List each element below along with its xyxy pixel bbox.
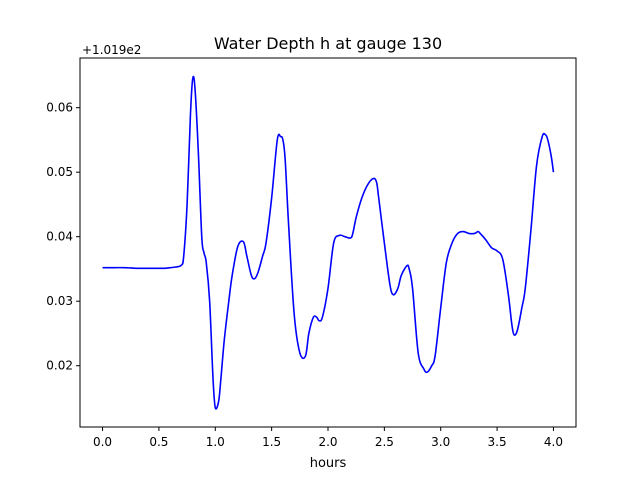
x-tick-label: 1.0	[206, 435, 225, 449]
y-tick-label: 0.03	[46, 294, 73, 308]
x-tick-label: 1.5	[262, 435, 281, 449]
x-tick-label: 0.0	[93, 435, 112, 449]
y-tick-label: 0.04	[46, 230, 73, 244]
x-tick-label: 0.5	[149, 435, 168, 449]
x-axis-ticks: 0.0 0.5 1.0 1.5 2.0 2.5 3.0 3.5 4.0	[93, 427, 563, 449]
plot-area-frame	[79, 57, 577, 428]
chart-title: Water Depth h at gauge 130	[214, 34, 442, 53]
x-axis-label: hours	[310, 456, 347, 471]
y-tick-label: 0.06	[46, 101, 73, 115]
y-axis-ticks: 0.02 0.03 0.04 0.05 0.06	[46, 101, 80, 373]
x-tick-label: 2.0	[318, 435, 337, 449]
series-line-0	[102, 75, 555, 410]
x-tick-label: 3.5	[488, 435, 507, 449]
x-tick-label: 2.5	[375, 435, 394, 449]
x-tick-label: 4.0	[544, 435, 563, 449]
x-tick-label: 3.0	[431, 435, 450, 449]
y-tick-label: 0.05	[46, 165, 73, 179]
series-layer	[102, 75, 555, 410]
y-offset-label: +1.019e2	[82, 43, 141, 57]
y-tick-label: 0.02	[46, 359, 73, 373]
